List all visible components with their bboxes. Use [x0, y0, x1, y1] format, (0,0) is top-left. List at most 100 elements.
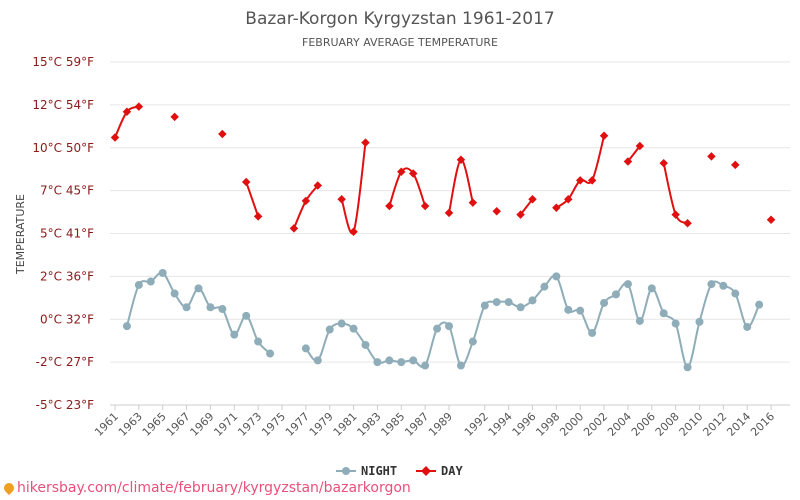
series-day-line: [555, 135, 606, 209]
series-night-point[interactable]: [588, 328, 597, 337]
series-night-point[interactable]: [254, 337, 263, 346]
series-night-point[interactable]: [230, 330, 239, 339]
series-night-point[interactable]: [421, 361, 430, 370]
x-tick-label: 2016: [748, 410, 777, 439]
source-link[interactable]: hikersbay.com/climate/february/kyrgyzsta…: [1, 480, 411, 496]
series-day-point[interactable]: [349, 227, 358, 237]
series-day-point[interactable]: [385, 201, 394, 211]
series-night-point[interactable]: [647, 284, 656, 293]
series-day-point[interactable]: [492, 206, 501, 216]
series-night-point[interactable]: [266, 349, 275, 358]
series-day-point[interactable]: [420, 201, 430, 211]
series-night-point[interactable]: [433, 324, 442, 333]
series-day-point[interactable]: [766, 215, 776, 225]
series-day-point[interactable]: [731, 160, 740, 170]
series-night-point[interactable]: [564, 305, 573, 314]
series-night-point[interactable]: [707, 280, 716, 289]
series-night-point[interactable]: [146, 277, 155, 286]
series-day-point[interactable]: [170, 112, 179, 122]
series-day-point[interactable]: [408, 169, 418, 178]
series-night-point[interactable]: [731, 289, 740, 298]
series-night-point[interactable]: [158, 268, 167, 277]
series-day-point[interactable]: [253, 212, 263, 221]
series-night-point[interactable]: [755, 300, 764, 309]
series-day-point[interactable]: [134, 102, 144, 111]
series-day-point[interactable]: [659, 158, 668, 168]
series-day-point[interactable]: [110, 133, 120, 142]
series-night-point[interactable]: [313, 356, 322, 365]
series-day-point[interactable]: [552, 203, 561, 213]
series-day-point[interactable]: [397, 167, 406, 177]
series-day-point[interactable]: [361, 138, 370, 147]
series-night-point[interactable]: [397, 358, 406, 367]
series-night-point[interactable]: [122, 322, 131, 331]
series-day-point[interactable]: [337, 194, 346, 204]
series-night-point[interactable]: [134, 280, 143, 289]
x-tick-label: 1981: [331, 410, 360, 439]
series-night-point[interactable]: [409, 356, 418, 365]
series-night-point[interactable]: [492, 298, 501, 307]
series-night-point[interactable]: [516, 303, 525, 312]
x-tick-label: 1979: [307, 410, 336, 439]
series-night-point[interactable]: [695, 317, 704, 326]
series-day-point[interactable]: [313, 181, 323, 190]
series-night-point[interactable]: [301, 344, 310, 353]
series-night-point[interactable]: [612, 290, 620, 299]
x-tick-label: 2006: [629, 410, 658, 439]
series-night-point[interactable]: [325, 325, 334, 334]
series-day-point[interactable]: [241, 177, 251, 187]
series-night-point[interactable]: [504, 298, 513, 307]
series-night-point[interactable]: [480, 301, 489, 310]
y-tick-label: 15°C 59°F: [32, 55, 94, 69]
series-night-point[interactable]: [683, 363, 692, 372]
series-day-point[interactable]: [599, 131, 609, 140]
series-night-point[interactable]: [445, 322, 453, 331]
series-night-point[interactable]: [528, 296, 537, 305]
series-day-point[interactable]: [683, 218, 692, 228]
series-night-point[interactable]: [361, 340, 370, 349]
series-night-point[interactable]: [468, 337, 477, 346]
series-night-point[interactable]: [600, 298, 609, 307]
legend: NIGHT DAY: [336, 464, 463, 478]
series-day-line: [293, 184, 319, 229]
legend-night-label: NIGHT: [361, 464, 397, 478]
series-day-line: [448, 158, 474, 214]
y-tick-label: 7°C 45°F: [40, 184, 94, 198]
x-tick-label: 1967: [164, 410, 193, 439]
series-night-point[interactable]: [576, 306, 585, 315]
series-night-point[interactable]: [170, 289, 179, 298]
series-night-point[interactable]: [206, 303, 215, 312]
series-night-point[interactable]: [623, 280, 632, 289]
series-day-point[interactable]: [444, 208, 454, 218]
legend-item-day[interactable]: DAY: [416, 464, 463, 478]
series-day-point[interactable]: [468, 198, 478, 207]
series-day-point[interactable]: [707, 152, 716, 161]
x-tick-labels: 1961196319651967196919711973197519771979…: [92, 405, 777, 439]
series-day-point[interactable]: [456, 155, 466, 164]
series-night-point[interactable]: [540, 282, 549, 291]
series-night-point[interactable]: [552, 272, 561, 281]
x-tick-label: 2014: [724, 410, 753, 439]
series-night-point[interactable]: [385, 356, 394, 365]
series-night-point[interactable]: [743, 322, 752, 331]
series-day-point[interactable]: [301, 196, 311, 206]
series-night-point[interactable]: [242, 311, 251, 320]
series-night-point[interactable]: [182, 303, 191, 312]
source-url: hikersbay.com/climate/february/kyrgyzsta…: [17, 480, 411, 496]
series-day-point[interactable]: [671, 210, 680, 219]
series-night-point[interactable]: [349, 324, 358, 333]
series-night-point[interactable]: [373, 358, 382, 367]
series-night-point[interactable]: [337, 319, 346, 328]
series-day-point[interactable]: [289, 224, 299, 233]
series-night-point[interactable]: [635, 316, 644, 325]
series-night-point[interactable]: [456, 361, 465, 370]
series-night-point[interactable]: [659, 309, 668, 318]
series-night-point[interactable]: [671, 319, 680, 328]
series-night-point[interactable]: [719, 281, 728, 290]
x-tick-label: 1977: [283, 410, 312, 439]
series-night-point[interactable]: [218, 304, 227, 313]
series-day-point[interactable]: [218, 129, 227, 139]
series-day-point[interactable]: [122, 107, 132, 116]
series-night-point[interactable]: [194, 284, 203, 293]
legend-item-night[interactable]: NIGHT: [336, 464, 397, 478]
